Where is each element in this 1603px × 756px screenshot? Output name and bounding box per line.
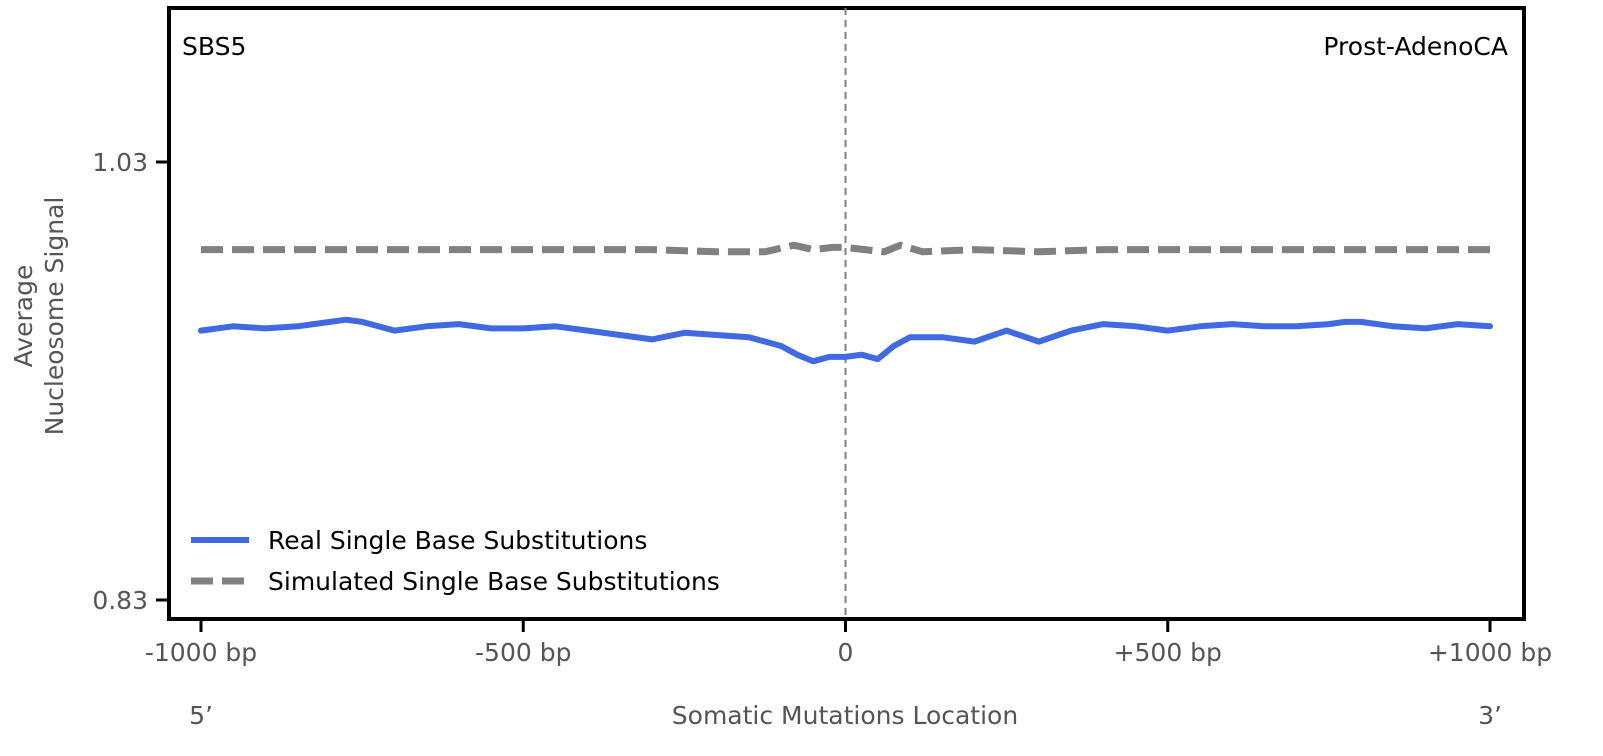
x-tick-label: -1000 bp	[145, 638, 257, 667]
signature-label: SBS5	[182, 32, 246, 61]
simulated-series-line	[201, 241, 1490, 256]
legend-simulated-label: Simulated Single Base Substitutions	[268, 567, 720, 596]
x-axis: -1000 bp -500 bp 0 +500 bp +1000 bp	[145, 619, 1552, 667]
y-axis-title-line1: Average	[9, 265, 38, 368]
y-tick-label: 1.03	[92, 148, 148, 177]
y-axis: 1.03 0.83	[92, 148, 169, 615]
real-series-line	[198, 316, 1493, 365]
legend: Real Single Base Substitutions Simulated…	[191, 526, 720, 596]
x-axis-title: Somatic Mutations Location	[672, 701, 1018, 730]
x-tick-label: -500 bp	[475, 638, 571, 667]
x-tick-label: +500 bp	[1114, 638, 1222, 667]
x-tick-label: 0	[838, 638, 854, 667]
five-prime-label: 5’	[189, 701, 213, 730]
three-prime-label: 3’	[1478, 701, 1502, 730]
legend-real-label: Real Single Base Substitutions	[268, 526, 647, 555]
y-tick-label: 0.83	[92, 586, 148, 615]
y-axis-title-line2: Nucleosome Signal	[40, 197, 69, 436]
cancer-type-label: Prost-AdenoCA	[1323, 32, 1508, 61]
x-tick-label: +1000 bp	[1428, 638, 1552, 667]
